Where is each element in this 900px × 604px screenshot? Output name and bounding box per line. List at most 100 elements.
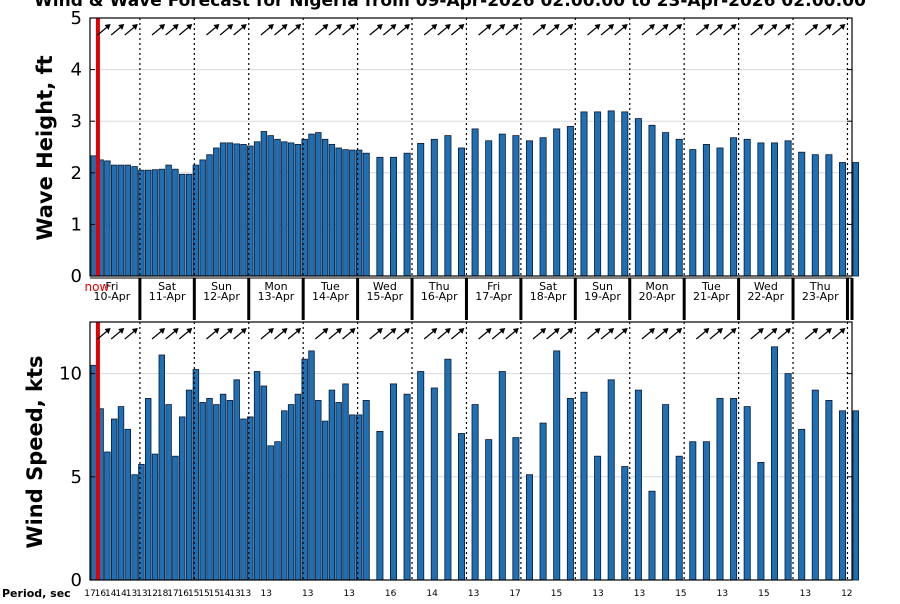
wave-bar (206, 154, 213, 277)
wind-wind-arrowhead (458, 328, 465, 334)
period-value: 13 (240, 589, 251, 599)
wind-bar (104, 451, 111, 581)
date-label: 20-Apr (639, 290, 676, 303)
wind-bar (158, 354, 165, 581)
day-of-week-label: Sat (539, 280, 558, 293)
wind-bar (689, 441, 697, 581)
wind-wind-arrowhead (812, 328, 819, 334)
wave-ytick-label: 1 (71, 214, 82, 235)
wave-frame (89, 17, 853, 277)
date-label: 17-Apr (475, 290, 512, 303)
wind-bar (274, 441, 281, 581)
wave-bar (247, 145, 254, 277)
wind-bar (321, 420, 329, 581)
wave-wind-arrowhead (512, 24, 519, 30)
wind-bar (111, 418, 118, 581)
wave-bar (226, 142, 234, 277)
wave-bar (260, 131, 268, 277)
wave-bar (213, 147, 220, 277)
wind-bar (594, 455, 602, 581)
period-value: 13 (343, 589, 354, 599)
wind-bar (294, 393, 302, 581)
period-value: 18 (157, 589, 169, 599)
wave-wind-arrowhead (825, 24, 832, 30)
wave-bar (315, 132, 322, 277)
day-of-week-label: Fri (487, 280, 500, 293)
wave-ytick-label: 2 (71, 163, 82, 184)
wind-wind-arrowhead (648, 328, 655, 334)
wave-bar (485, 140, 493, 277)
wave-bar (267, 135, 274, 277)
wind-wind-arrowhead (335, 328, 342, 334)
wind-wind-arrowhead (159, 328, 166, 334)
wave-bar (716, 147, 724, 277)
wind-bar (512, 437, 520, 581)
wave-bar (675, 138, 683, 277)
wind-bar (852, 410, 859, 581)
wave-bar (743, 138, 751, 277)
wave-bar (287, 142, 295, 277)
date-label: 13-Apr (258, 290, 295, 303)
wind-wind-arrowhead (540, 328, 547, 334)
wind-wind-arrowhead (376, 328, 383, 334)
wind-bar (526, 474, 534, 581)
wind-wind-arrowhead (839, 328, 846, 334)
period-value: 14 (105, 589, 117, 599)
wind-wind-arrowhead (349, 328, 356, 334)
period-value: 15 (209, 589, 220, 599)
wave-bar (294, 143, 302, 277)
wave-bar (648, 124, 656, 277)
wave-wind-arrowhead (540, 24, 547, 30)
wind-frame (89, 321, 853, 581)
wave-bar (444, 135, 452, 277)
wind-wind-arrowhead (771, 328, 778, 334)
wind-bar (178, 416, 186, 581)
wind-wind-arrowhead (444, 328, 451, 334)
wave-bar (321, 138, 329, 277)
wind-wind-arrowhead (227, 328, 234, 334)
wave-wind-arrowhead (159, 24, 166, 30)
wind-wind-arrowhead (608, 328, 615, 334)
wave-wind-arrowhead (730, 24, 737, 30)
wind-bar (457, 433, 465, 581)
wind-bar (784, 373, 792, 581)
date-label: 23-Apr (802, 290, 839, 303)
wave-bar (621, 111, 629, 277)
wind-wind-arrowhead (716, 328, 723, 334)
day-of-week-label: Sat (158, 280, 177, 293)
wave-wind-arrowhead (771, 24, 778, 30)
wind-bar (144, 397, 152, 581)
wind-wind-arrowhead (512, 328, 519, 334)
day-of-week-label: Fri (105, 280, 118, 293)
wave-bar (566, 126, 574, 277)
date-label: 18-Apr (530, 290, 567, 303)
wave-bar (471, 128, 479, 277)
wind-bar (839, 410, 847, 581)
bars-layer (90, 110, 859, 581)
wind-ytick-label: 0 (71, 570, 82, 591)
wave-wind-arrowhead (567, 24, 574, 30)
wind-ytick-label: 5 (71, 467, 82, 488)
period-value: 14 (426, 589, 438, 599)
wave-bar (185, 173, 193, 277)
wind-bar (253, 371, 261, 581)
wave-wind-arrowhead (676, 24, 683, 30)
wave-wind-arrowhead (608, 24, 615, 30)
wind-wind-arrowhead (485, 328, 492, 334)
wave-bar (852, 162, 859, 277)
wind-bar (287, 404, 295, 581)
y-axis-label-wave: Wave Height, ft (33, 55, 57, 240)
day-of-week-label: Sun (211, 280, 232, 293)
date-label: 22-Apr (747, 290, 784, 303)
period-axis-label: Period, sec (2, 587, 71, 600)
wave-wind-arrowhead (648, 24, 655, 30)
wave-wind-arrowhead (227, 24, 234, 30)
period-value: 12 (841, 589, 852, 599)
wind-bar (131, 474, 138, 581)
period-value: 12 (146, 589, 157, 599)
wind-wind-arrowhead (499, 328, 506, 334)
wave-bar (757, 142, 765, 277)
wave-bar (539, 137, 547, 277)
day-of-week-label: Tue (701, 280, 721, 293)
